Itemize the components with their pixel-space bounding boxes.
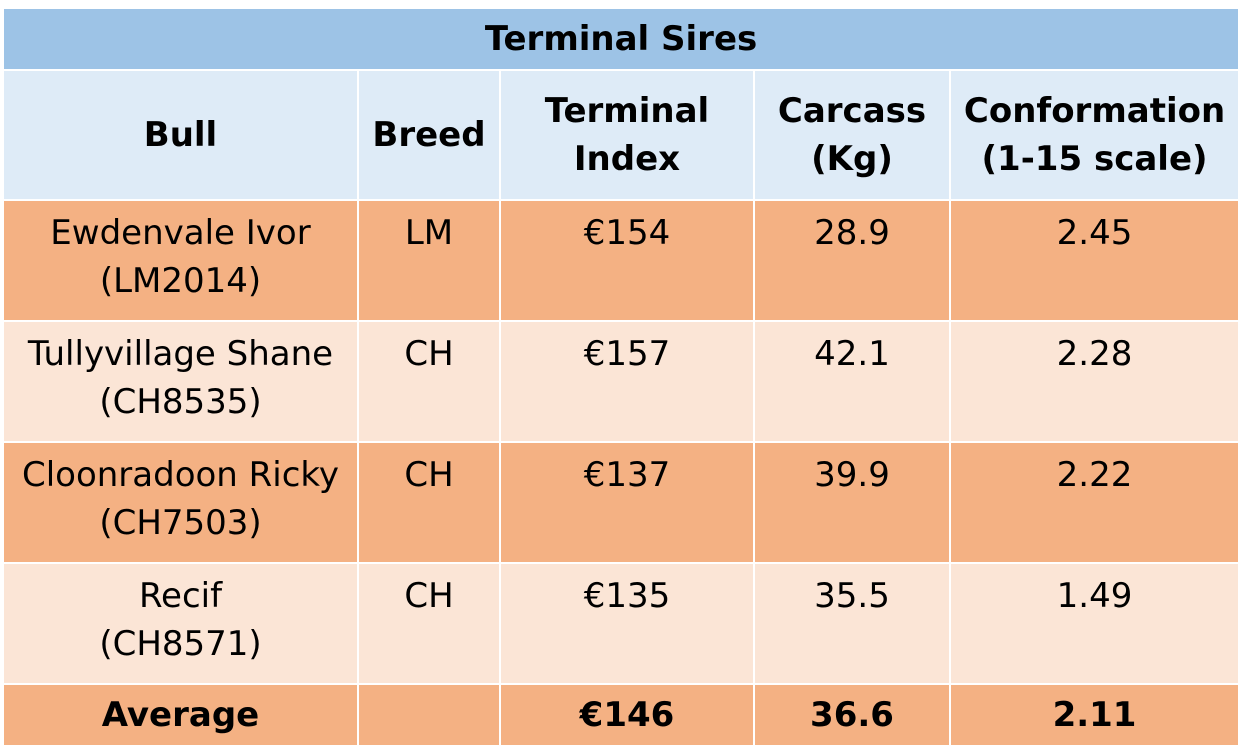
- header-carcass-line1: Carcass: [777, 91, 927, 131]
- table-row: Ewdenvale Ivor (LM2014) LM €154 28.9 2.4…: [2, 199, 1239, 322]
- table-title: Terminal Sires: [1, 7, 1239, 71]
- header-terminal-index-line1: Terminal: [544, 91, 710, 131]
- conformation-cell: 2.28: [948, 320, 1239, 443]
- carcass-cell: 35.5: [753, 562, 951, 685]
- average-label: Average: [2, 683, 359, 747]
- conformation-cell: 2.22: [948, 441, 1239, 564]
- terminal-index-cell: €154: [499, 199, 755, 322]
- bull-name: Ewdenvale Ivor: [50, 213, 311, 253]
- carcass-cell: 42.1: [753, 320, 951, 443]
- average-row: Average €146 36.6 2.11: [2, 683, 1239, 747]
- bull-name: Cloonradoon Ricky: [21, 455, 340, 495]
- conformation-cell: 2.45: [948, 199, 1239, 322]
- bull-name: Recif: [138, 576, 223, 616]
- bull-code: (CH8571): [99, 624, 262, 664]
- terminal-index-cell: €137: [499, 441, 755, 564]
- bull-name: Tullyvillage Shane: [27, 334, 334, 374]
- terminal-sires-table-container: Terminal Sires Bull Breed Terminal Index…: [1, 7, 1239, 747]
- bull-code: (LM2014): [99, 261, 262, 301]
- header-row: Bull Breed Terminal Index Carcass (Kg) C…: [2, 69, 1239, 201]
- header-bull: Bull: [2, 69, 359, 201]
- bull-cell: Ewdenvale Ivor (LM2014): [2, 199, 359, 322]
- table-row: Recif (CH8571) CH €135 35.5 1.49: [2, 562, 1239, 685]
- header-conformation-line2: (1-15 scale): [981, 139, 1208, 179]
- header-terminal-index: Terminal Index: [499, 69, 755, 201]
- carcass-cell: 39.9: [753, 441, 951, 564]
- header-conformation-line1: Conformation: [963, 91, 1226, 131]
- bull-cell: Recif (CH8571): [2, 562, 359, 685]
- average-carcass: 36.6: [753, 683, 951, 747]
- average-breed-cell: [357, 683, 501, 747]
- terminal-index-cell: €157: [499, 320, 755, 443]
- title-row: Terminal Sires: [1, 7, 1239, 71]
- bull-cell: Tullyvillage Shane (CH8535): [2, 320, 359, 443]
- average-conformation: 2.11: [948, 683, 1239, 747]
- breed-cell: CH: [357, 320, 501, 443]
- breed-cell: CH: [357, 441, 501, 564]
- table-row: Tullyvillage Shane (CH8535) CH €157 42.1…: [2, 320, 1239, 443]
- header-conformation: Conformation (1-15 scale): [948, 69, 1239, 201]
- bull-cell: Cloonradoon Ricky (CH7503): [2, 441, 359, 564]
- header-carcass: Carcass (Kg): [753, 69, 951, 201]
- terminal-sires-table: Terminal Sires Bull Breed Terminal Index…: [1, 7, 1239, 747]
- header-breed: Breed: [357, 69, 501, 201]
- breed-cell: LM: [357, 199, 501, 322]
- breed-cell: CH: [357, 562, 501, 685]
- conformation-cell: 1.49: [948, 562, 1239, 685]
- header-terminal-index-line2: Index: [573, 139, 681, 179]
- bull-code: (CH8535): [99, 382, 262, 422]
- average-terminal-index: €146: [499, 683, 755, 747]
- terminal-index-cell: €135: [499, 562, 755, 685]
- bull-code: (CH7503): [99, 503, 262, 543]
- header-carcass-line2: (Kg): [811, 139, 893, 179]
- table-row: Cloonradoon Ricky (CH7503) CH €137 39.9 …: [2, 441, 1239, 564]
- carcass-cell: 28.9: [753, 199, 951, 322]
